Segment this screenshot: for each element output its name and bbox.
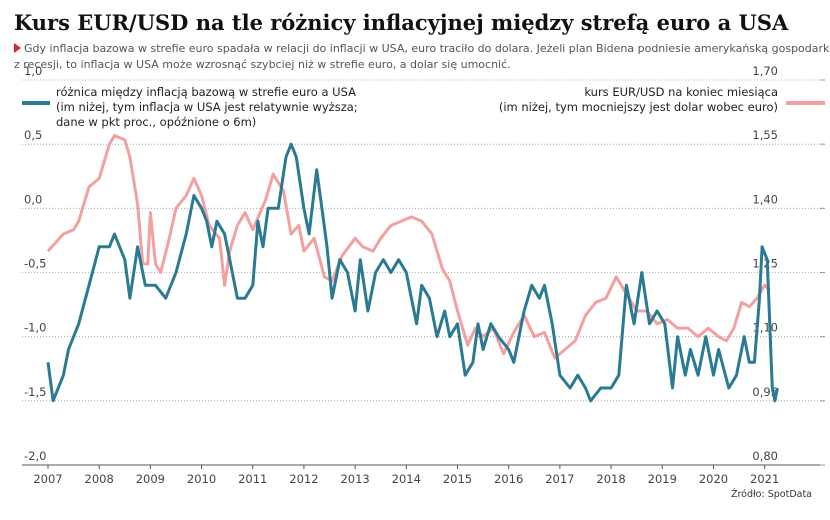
x-tick-label: 2016: [494, 472, 523, 486]
x-tick-label: 2013: [340, 472, 369, 486]
y-tick-label: 1,0: [24, 64, 42, 78]
y2-tick-label: 1,40: [752, 192, 778, 206]
source: Źródło: SpotData: [731, 488, 812, 500]
y-tick-label: 0,0: [24, 192, 42, 206]
y2-tick-label: 1,25: [752, 257, 778, 271]
x-tick-label: 2009: [136, 472, 165, 486]
bullet: [14, 43, 21, 53]
x-tick-label: 2008: [85, 472, 114, 486]
y2-tick-label: 1,55: [752, 128, 778, 142]
y2-tick-label: 1,70: [752, 64, 778, 78]
x-tick-label: 2011: [238, 472, 267, 486]
legend-label: kurs EUR/USD na koniec miesiąca: [584, 85, 778, 99]
legend-label: (im niżej, tym mocniejszy jest dolar wob…: [499, 100, 778, 114]
subtitle: Gdy inflacja bazowa w strefie euro spada…: [24, 42, 830, 55]
series-line: [46, 134, 771, 360]
x-tick-label: 2012: [289, 472, 318, 486]
y2-tick-label: 0,80: [752, 449, 778, 463]
legend-label: (im niżej, tym inflacja w USA jest relat…: [56, 100, 358, 114]
x-tick-label: 2020: [699, 472, 728, 486]
y-tick-label: -0,5: [24, 257, 46, 271]
legend-label: różnica między inflacją bazową w strefie…: [56, 85, 356, 99]
y-tick-label: -2,0: [24, 449, 46, 463]
x-tick-label: 2015: [443, 472, 472, 486]
y-tick-label: -1,5: [24, 385, 46, 399]
x-tick-label: 2014: [392, 472, 421, 486]
legend-label: dane w pkt proc., opóźnione o 6m): [56, 115, 256, 129]
chart-title: Kurs EUR/USD na tle różnicy inflacyjnej …: [14, 10, 789, 35]
x-tick-label: 2017: [545, 472, 574, 486]
x-tick-label: 2010: [187, 472, 216, 486]
y-tick-label: 0,5: [24, 128, 42, 142]
y-tick-label: -1,0: [24, 321, 46, 335]
series-line: [46, 142, 779, 403]
subtitle: z recesji, to inflacja w USA może wzrosn…: [14, 58, 511, 71]
x-tick-label: 2019: [648, 472, 677, 486]
x-tick-label: 2018: [596, 472, 625, 486]
x-tick-label: 2021: [750, 472, 779, 486]
x-tick-label: 2007: [33, 472, 62, 486]
